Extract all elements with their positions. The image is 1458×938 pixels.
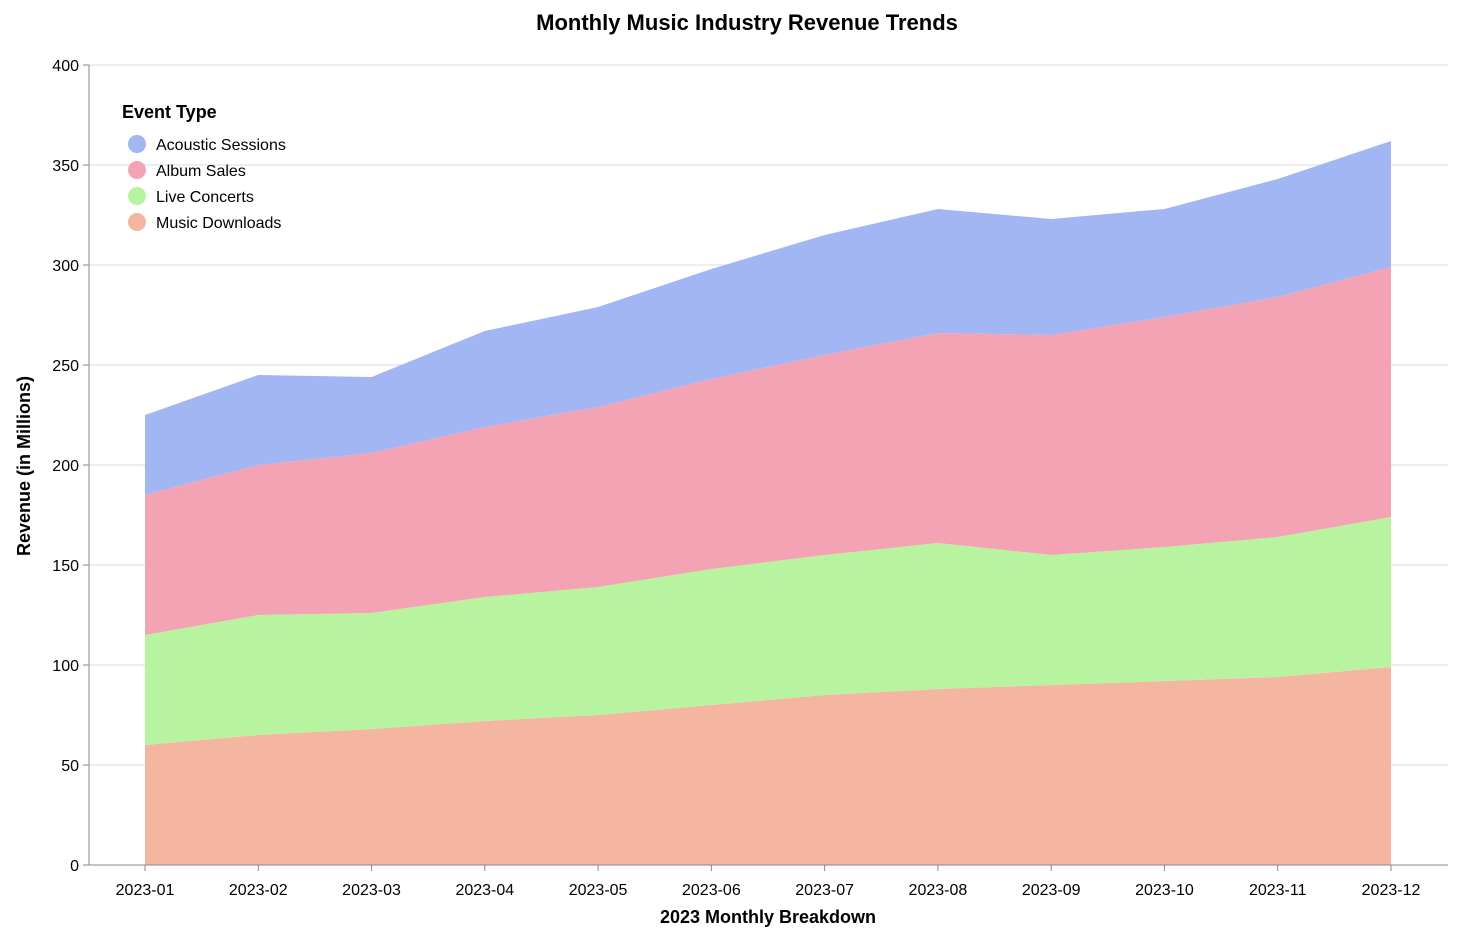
legend-label: Live Concerts [156,189,254,206]
legend-swatch [128,187,146,205]
x-tick-label: 2023-03 [342,882,401,899]
x-tick-label: 2023-12 [1362,882,1421,899]
legend-swatch [128,213,146,231]
area-live-concerts [145,517,1391,745]
x-tick-label: 2023-11 [1249,882,1307,899]
y-tick-label: 50 [61,758,79,775]
x-tick-label: 2023-02 [229,882,288,899]
chart-title: Monthly Music Industry Revenue Trends [536,10,958,35]
y-tick-label: 300 [52,258,79,275]
x-tick-label: 2023-06 [682,882,741,899]
x-tick-label: 2023-05 [569,882,628,899]
legend-swatch [128,161,146,179]
x-tick-label: 2023-01 [116,882,175,899]
x-tick-label: 2023-07 [795,882,854,899]
y-tick-label: 150 [52,558,79,575]
y-tick-label: 100 [52,658,79,675]
legend-items: Acoustic Sessions Album Sales Live Concert… [128,135,286,232]
area-acoustic-sessions [145,141,1391,495]
x-tick-label: 2023-10 [1135,882,1194,899]
legend-label: Album Sales [156,163,246,180]
y-tick-label: 350 [52,158,79,175]
area-album-sales [145,267,1391,635]
area-music-downloads [145,667,1391,865]
axes: 0 50 100 150 200 250 300 350 400 2023-01 2023-02 20… [52,58,1448,899]
legend-title: Event Type [122,102,217,122]
y-tick-label: 0 [70,858,79,875]
legend-label: Acoustic Sessions [156,137,286,154]
x-tick-label: 2023-09 [1022,882,1081,899]
x-axis-title: 2023 Monthly Breakdown [660,907,876,927]
legend-label: Music Downloads [156,215,281,232]
y-tick-label: 250 [52,358,79,375]
stacked-areas [145,141,1391,865]
y-axis-title: Revenue (in Millions) [14,376,34,556]
y-tick-label: 200 [52,458,79,475]
x-tick-label: 2023-08 [909,882,968,899]
legend-swatch [128,135,146,153]
legend: Event Type Acoustic Sessions Album Sales L… [122,102,286,232]
x-tick-label: 2023-04 [455,882,514,899]
y-tick-label: 400 [52,58,79,75]
